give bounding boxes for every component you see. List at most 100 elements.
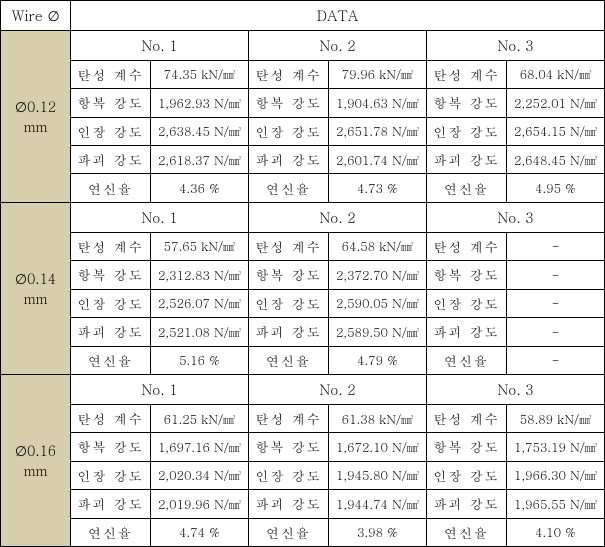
wire-label: ∅0.16 mm — [1, 374, 71, 546]
col-header: No. 3 — [427, 202, 605, 232]
cell: 2,601.74 N/㎟ — [329, 146, 427, 174]
cell: 2,252.01 N/㎟ — [507, 89, 605, 117]
wire-label: ∅0.14 mm — [1, 202, 71, 374]
row-label: 항복 강도 — [71, 89, 151, 117]
cell: 1,672.10 N/㎟ — [329, 433, 427, 461]
table-row: ∅0.12 mm No. 1 No. 2 No. 3 — [1, 30, 605, 60]
row-label: 파괴 강도 — [427, 146, 507, 174]
table-row: 연신율4.36 % 연신율4.73 % 연신율4.95 % — [1, 174, 605, 202]
cell: 2,638.45 N/㎟ — [151, 117, 249, 145]
cell: 2,019.96 N/㎟ — [151, 490, 249, 518]
cell: 2,521.08 N/㎟ — [151, 318, 249, 346]
cell: - — [507, 318, 605, 346]
cell: 1,962.93 N/㎟ — [151, 89, 249, 117]
col-header: No. 2 — [249, 202, 427, 232]
row-label: 인장 강도 — [249, 461, 329, 489]
row-label: 항복 강도 — [427, 433, 507, 461]
col-header: No. 2 — [249, 374, 427, 404]
row-label: 탄성 계수 — [71, 404, 151, 432]
row-label: 탄성 계수 — [427, 60, 507, 88]
row-label: 항복 강도 — [427, 89, 507, 117]
row-label: 파괴 강도 — [71, 490, 151, 518]
wire-dia: ∅0.14 — [15, 268, 56, 288]
cell: 2,526.07 N/㎟ — [151, 289, 249, 317]
cell: 79.96 kN/㎟ — [329, 60, 427, 88]
table-row: ∅0.16 mm No. 1 No. 2 No. 3 — [1, 374, 605, 404]
cell: 1,904.63 N/㎟ — [329, 89, 427, 117]
cell: - — [507, 346, 605, 374]
row-label: 탄성 계수 — [71, 60, 151, 88]
cell: 2,654.15 N/㎟ — [507, 117, 605, 145]
row-label: 파괴 강도 — [427, 490, 507, 518]
row-label: 항복 강도 — [249, 89, 329, 117]
row-label: 파괴 강도 — [249, 318, 329, 346]
row-label: 항복 강도 — [71, 433, 151, 461]
cell: 1,945.80 N/㎟ — [329, 461, 427, 489]
cell: 2,589.50 N/㎟ — [329, 318, 427, 346]
row-label: 항복 강도 — [427, 261, 507, 289]
row-label: 연신율 — [427, 518, 507, 546]
cell: 1,966.30 N/㎟ — [507, 461, 605, 489]
row-label: 연신율 — [427, 174, 507, 202]
wire-unit: mm — [24, 288, 48, 308]
row-label: 인장 강도 — [427, 461, 507, 489]
row-label: 탄성 계수 — [249, 232, 329, 260]
row-label: 탄성 계수 — [71, 232, 151, 260]
header-data: DATA — [71, 1, 605, 31]
wire-dia: ∅0.16 — [15, 440, 56, 460]
cell: 4.74 % — [151, 518, 249, 546]
row-label: 항복 강도 — [71, 261, 151, 289]
table-row: 탄성 계수61.25 kN/㎟ 탄성 계수61.38 kN/㎟ 탄성 계수58.… — [1, 404, 605, 432]
col-header: No. 1 — [71, 374, 249, 404]
table-row: 인장 강도2,526.07 N/㎟ 인장 강도2,590.05 N/㎟ 인장 강… — [1, 289, 605, 317]
row-label: 파괴 강도 — [249, 490, 329, 518]
table-row: 탄성 계수74.35 kN/㎟ 탄성 계수79.96 kN/㎟ 탄성 계수68.… — [1, 60, 605, 88]
row-label: 연신율 — [249, 174, 329, 202]
row-label: 항복 강도 — [249, 433, 329, 461]
cell: 4.79 % — [329, 346, 427, 374]
cell: 4.95 % — [507, 174, 605, 202]
col-header: No. 1 — [71, 30, 249, 60]
row-label: 탄성 계수 — [427, 232, 507, 260]
row-label: 파괴 강도 — [71, 318, 151, 346]
cell: 68.04 kN/㎟ — [507, 60, 605, 88]
cell: 1,753.19 N/㎟ — [507, 433, 605, 461]
table-row: ∅0.14 mm No. 1 No. 2 No. 3 — [1, 202, 605, 232]
row-label: 연신율 — [427, 346, 507, 374]
cell: 2,618.37 N/㎟ — [151, 146, 249, 174]
cell: 1,944.74 N/㎟ — [329, 490, 427, 518]
cell: 61.25 kN/㎟ — [151, 404, 249, 432]
table-row: 연신율5.16 % 연신율4.79 % 연신율- — [1, 346, 605, 374]
row-label: 탄성 계수 — [249, 404, 329, 432]
table-row: 인장 강도2,020.34 N/㎟ 인장 강도1,945.80 N/㎟ 인장 강… — [1, 461, 605, 489]
data-table: Wire ∅ DATA ∅0.12 mm No. 1 No. 2 No. 3 탄… — [0, 0, 605, 547]
cell: 4.73 % — [329, 174, 427, 202]
cell: 74.35 kN/㎟ — [151, 60, 249, 88]
table-row: 파괴 강도2,618.37 N/㎟ 파괴 강도2,601.74 N/㎟ 파괴 강… — [1, 146, 605, 174]
table-row: 탄성 계수57.65 kN/㎟ 탄성 계수64.58 kN/㎟ 탄성 계수- — [1, 232, 605, 260]
wire-unit: mm — [24, 116, 48, 136]
row-label: 인장 강도 — [427, 117, 507, 145]
cell: 2,312.83 N/㎟ — [151, 261, 249, 289]
table-row: 연신율4.74 % 연신율3.98 % 연신율4.10 % — [1, 518, 605, 546]
header-wire: Wire ∅ — [1, 1, 71, 31]
table-row: Wire ∅ DATA — [1, 1, 605, 31]
row-label: 연신율 — [71, 518, 151, 546]
wire-label: ∅0.12 mm — [1, 30, 71, 202]
table-row: 파괴 강도2,019.96 N/㎟ 파괴 강도1,944.74 N/㎟ 파괴 강… — [1, 490, 605, 518]
row-label: 연신율 — [249, 346, 329, 374]
col-header: No. 3 — [427, 30, 605, 60]
table-row: 파괴 강도2,521.08 N/㎟ 파괴 강도2,589.50 N/㎟ 파괴 강… — [1, 318, 605, 346]
row-label: 연신율 — [71, 174, 151, 202]
row-label: 인장 강도 — [249, 289, 329, 317]
cell: 64.58 kN/㎟ — [329, 232, 427, 260]
row-label: 인장 강도 — [71, 289, 151, 317]
row-label: 파괴 강도 — [249, 146, 329, 174]
table-row: 항복 강도1,697.16 N/㎟ 항복 강도1,672.10 N/㎟ 항복 강… — [1, 433, 605, 461]
cell: 3.98 % — [329, 518, 427, 546]
cell: 57.65 kN/㎟ — [151, 232, 249, 260]
row-label: 파괴 강도 — [427, 318, 507, 346]
col-header: No. 3 — [427, 374, 605, 404]
cell: 2,651.78 N/㎟ — [329, 117, 427, 145]
wire-dia: ∅0.12 — [15, 96, 56, 116]
